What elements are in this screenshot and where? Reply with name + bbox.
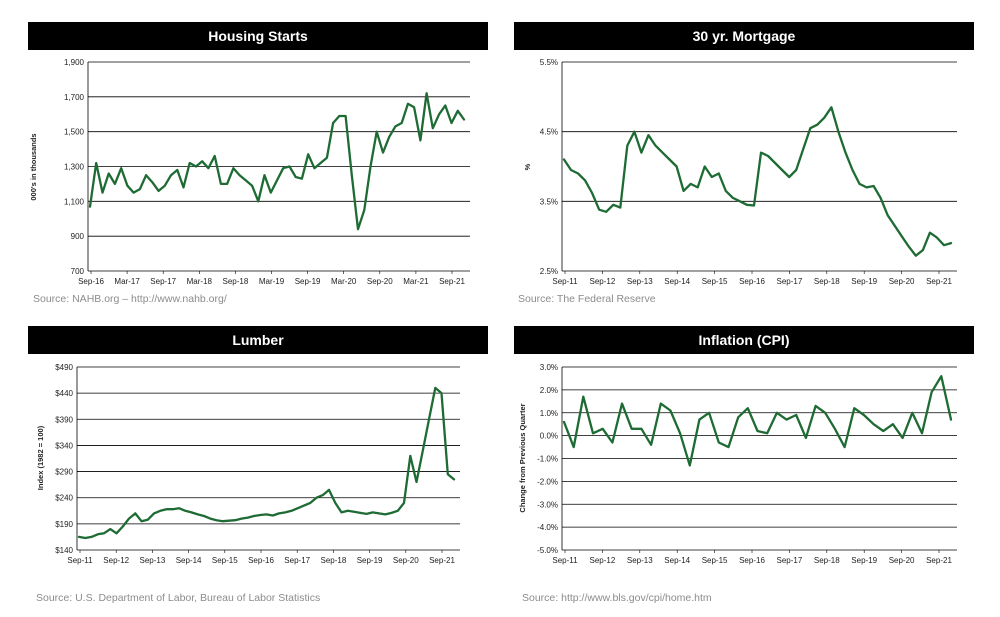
series-line [88, 92, 466, 231]
x-tick-label: Sep-19 [357, 556, 383, 565]
x-tick-label: Sep-16 [78, 277, 104, 286]
y-tick-label: 1,700 [64, 93, 85, 102]
x-tick-label: Mar-17 [114, 277, 140, 286]
y-tick-label: -4.0% [537, 523, 558, 532]
series-line [562, 106, 953, 257]
x-tick-label: Sep-12 [590, 556, 616, 565]
mortgage-rate-chart: 2.5% 3.5% 4.5% 5.5% Sep-11 Sep-12 Sep-13 Sep-14… [523, 58, 957, 286]
y-tick-label: $240 [55, 494, 73, 503]
x-tick-label: Sep-18 [223, 277, 249, 286]
x-tick-label: Sep-19 [851, 277, 877, 286]
x-tick-label: Sep-17 [777, 277, 803, 286]
x-tick-label: Mar-19 [259, 277, 285, 286]
x-tick-label: Sep-20 [889, 277, 915, 286]
y-tick-label: 2.5% [540, 267, 558, 276]
y-tick-label: -3.0% [537, 500, 558, 509]
series-line [562, 375, 953, 467]
x-tick-label: Sep-13 [140, 556, 166, 565]
x-tick-label: Sep-21 [429, 556, 455, 565]
x-tick-label: Sep-17 [150, 277, 176, 286]
y-tick-label: 1.0% [540, 409, 558, 418]
x-tick-label: Sep-20 [393, 556, 419, 565]
x-tick-label: Sep-11 [552, 556, 578, 565]
x-tick-label: Sep-18 [321, 556, 347, 565]
y-tick-label: -5.0% [537, 546, 558, 555]
x-tick-label: Sep-14 [176, 556, 202, 565]
y-tick-label: 700 [71, 267, 85, 276]
x-tick-label: Sep-12 [590, 277, 616, 286]
housing-starts-chart: 700 900 1,100 1,300 1,500 1,700 1,900 Sep-16 Mar… [29, 58, 470, 286]
housing-source-note: Source: NAHB.org – http://www.nahb.org/ [33, 293, 227, 305]
x-tick-label: Mar-20 [331, 277, 357, 286]
x-tick-label: Sep-18 [814, 556, 840, 565]
y-tick-label: 0.0% [540, 432, 558, 441]
x-tick-label: Sep-21 [439, 277, 465, 286]
x-tick-label: Sep-15 [702, 556, 728, 565]
y-tick-label: 3.5% [540, 197, 558, 206]
y-tick-label: $290 [55, 468, 73, 477]
y-axis-label: % [523, 163, 532, 170]
x-tick-label: Mar-18 [187, 277, 213, 286]
y-tick-label: -2.0% [537, 477, 558, 486]
y-tick-label: $340 [55, 441, 73, 450]
x-tick-label: Mar-21 [403, 277, 429, 286]
lumber-chart: $140 $190 $240 $290 $340 $390 $440 $490 Sep-11 Se… [36, 363, 460, 565]
x-tick-label: Sep-17 [284, 556, 310, 565]
lumber-source-note: Source: U.S. Department of Labor, Bureau… [36, 592, 321, 604]
x-tick-label: Sep-20 [889, 556, 915, 565]
y-tick-label: 1,100 [64, 197, 85, 206]
x-tick-label: Sep-21 [926, 556, 952, 565]
x-tick-label: Sep-16 [739, 277, 765, 286]
y-tick-label: $440 [55, 389, 73, 398]
x-tick-label: Sep-11 [67, 556, 93, 565]
x-tick-label: Sep-19 [295, 277, 321, 286]
x-tick-label: Sep-20 [367, 277, 393, 286]
y-tick-label: 5.5% [540, 58, 558, 67]
x-tick-label: Sep-16 [248, 556, 274, 565]
x-tick-label: Sep-21 [926, 277, 952, 286]
y-tick-label: -1.0% [537, 455, 558, 464]
x-tick-label: Sep-13 [627, 556, 653, 565]
x-tick-label: Sep-11 [552, 277, 578, 286]
x-tick-label: Sep-17 [777, 556, 803, 565]
y-tick-label: $490 [55, 363, 73, 372]
cpi-source-note: Source: http://www.bls.gov/cpi/home.htm [522, 592, 712, 604]
y-tick-label: 3.0% [540, 363, 558, 372]
y-tick-label: $140 [55, 546, 73, 555]
y-tick-label: 1,900 [64, 58, 85, 67]
x-tick-label: Sep-14 [664, 556, 690, 565]
x-tick-label: Sep-14 [664, 277, 690, 286]
y-tick-label: 900 [71, 232, 85, 241]
series-line [77, 386, 456, 540]
x-tick-label: Sep-15 [702, 277, 728, 286]
y-tick-label: 2.0% [540, 386, 558, 395]
x-tick-label: Sep-12 [103, 556, 129, 565]
housing-title-bar: Housing Starts [28, 22, 488, 50]
y-axis-label: 000's in thousands [29, 133, 38, 200]
y-axis-label: Change from Previous Quarter [518, 403, 527, 512]
x-tick-label: Sep-18 [814, 277, 840, 286]
y-tick-label: 1,300 [64, 163, 85, 172]
x-tick-label: Sep-16 [739, 556, 765, 565]
cpi-chart: -5.0% -4.0% -3.0% -2.0% -1.0% 0.0% 1.0% 2.0% 3.0… [518, 363, 957, 565]
lumber-title-bar: Lumber [28, 326, 488, 354]
y-tick-label: 1,500 [64, 128, 85, 137]
x-tick-label: Sep-13 [627, 277, 653, 286]
y-tick-label: $190 [55, 520, 73, 529]
x-tick-label: Sep-19 [851, 556, 877, 565]
y-tick-label: 4.5% [540, 128, 558, 137]
mortgage-title-bar: 30 yr. Mortgage [514, 22, 974, 50]
y-axis-label: Index (1982 = 100) [36, 425, 45, 490]
x-tick-label: Sep-15 [212, 556, 238, 565]
cpi-title-bar: Inflation (CPI) [514, 326, 974, 354]
mortgage-source-note: Source: The Federal Reserve [518, 293, 656, 305]
y-tick-label: $390 [55, 415, 73, 424]
